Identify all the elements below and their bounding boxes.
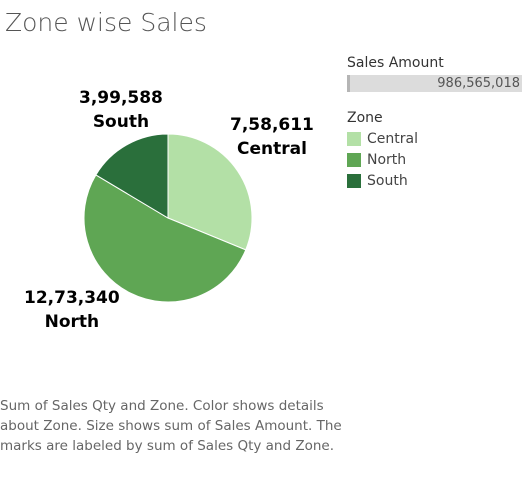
pie-slice-central[interactable] (167, 133, 253, 251)
slice-name-central: Central (236, 139, 307, 159)
slice-value-central: 7,58,611 (230, 115, 314, 135)
pie-slice-north[interactable] (83, 174, 247, 303)
pie-slice-south[interactable] (95, 133, 169, 219)
legend-item-north[interactable]: North (347, 151, 522, 168)
color-legend-title: Zone (347, 110, 383, 126)
legend: Sales Amount 986,565,018 Zone Central No… (347, 55, 522, 189)
chart-caption: Sum of Sales Qty and Zone. Color shows d… (0, 398, 342, 454)
legend-label-north: North (367, 151, 407, 168)
slice-label-central: 7,58,611 Central (230, 113, 314, 161)
size-legend-title: Sales Amount (347, 55, 444, 71)
slice-value-south: 3,99,588 (79, 88, 163, 108)
legend-label-south: South (367, 172, 408, 189)
slice-name-north: North (44, 312, 100, 332)
legend-item-central[interactable]: Central (347, 130, 522, 147)
legend-swatch-north (347, 152, 361, 167)
slice-value-north: 12,73,340 (24, 288, 120, 308)
legend-swatch-central (347, 131, 361, 146)
slice-label-north: 12,73,340 North (24, 286, 120, 334)
legend-label-central: Central (367, 130, 418, 147)
legend-item-south[interactable]: South (347, 172, 522, 189)
size-legend-value: 986,565,018 (437, 76, 520, 91)
slice-name-south: South (92, 112, 150, 132)
size-legend-bar[interactable]: 986,565,018 (347, 75, 522, 92)
slice-label-south: 3,99,588 South (79, 86, 163, 134)
chart-title: Zone wise Sales (5, 8, 207, 37)
legend-swatch-south (347, 173, 361, 188)
